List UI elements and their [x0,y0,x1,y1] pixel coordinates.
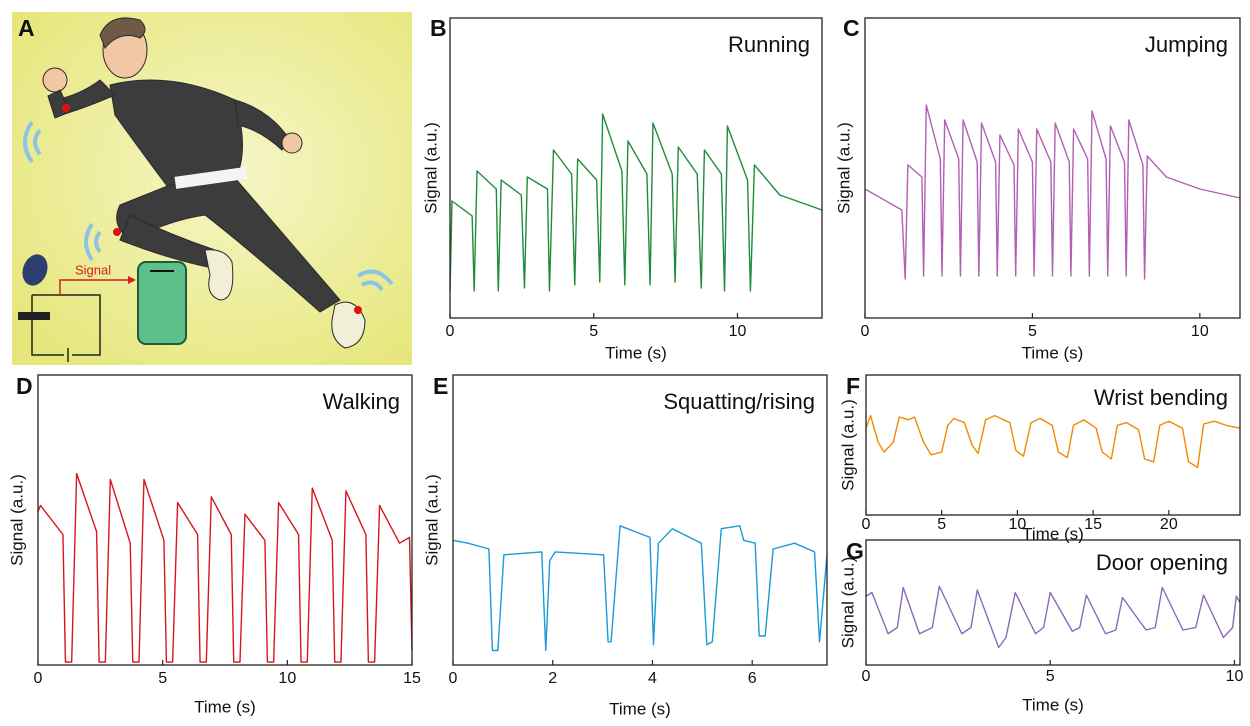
phone [137,261,187,345]
panel-letter: D [16,373,33,399]
signal-arrowhead [128,276,136,284]
x-tick-label: 5 [158,670,167,687]
chart-title: Running [728,32,810,57]
x-axis-label: Time (s) [609,699,671,718]
x-tick-label: 0 [861,323,870,340]
x-tick-label: 0 [446,323,455,340]
wireless-waves [23,120,394,292]
signal-line [864,104,1241,280]
signal-line [865,414,1241,469]
x-tick-label: 10 [1009,516,1027,533]
panel-letter: A [18,15,35,41]
y-axis-label: Signal (a.u.) [421,122,440,214]
x-tick-label: 0 [862,516,871,533]
y-axis-label: Signal (a.u.) [834,122,853,214]
bluetooth-icon [22,254,48,286]
y-axis-label: Signal (a.u.) [7,474,26,566]
sensor-dot [62,104,70,112]
panel-letter: B [430,15,447,41]
x-tick-label: 10 [278,670,296,687]
chart-title: Squatting/rising [663,389,815,414]
signal-line [37,472,413,663]
chart-title: Walking [323,389,400,414]
sensor-dot [354,306,362,314]
signal-line [865,585,1241,649]
chart-title: Jumping [1145,32,1228,57]
panel-letter: F [846,373,860,399]
x-tick-label: 5 [589,323,598,340]
x-tick-label: 10 [1226,668,1244,685]
signal-arrow [59,279,128,295]
x-tick-label: 15 [403,670,421,687]
x-axis-label: Time (s) [1022,343,1084,362]
y-axis-label: Signal (a.u.) [838,399,857,491]
signal-label: Signal [75,262,111,277]
x-axis-label: Time (s) [1022,524,1084,543]
plot-frame [864,17,1241,319]
x-tick-label: 5 [937,516,946,533]
x-tick-label: 5 [1046,668,1055,685]
plot-frame [452,374,828,666]
x-tick-label: 0 [449,670,458,687]
y-axis-label: Signal (a.u.) [838,557,857,649]
plot-frame [37,374,413,666]
y-axis-label: Signal (a.u.) [422,474,441,566]
x-axis-label: Time (s) [1022,695,1084,714]
plot-frame [865,374,1241,516]
plot-frame [449,17,823,319]
x-tick-label: 4 [648,670,657,687]
chart-title: Wrist bending [1094,385,1228,410]
signal-line [452,525,828,652]
x-axis-label: Time (s) [194,697,256,716]
signal-line [449,113,823,292]
illustration: Signal A [12,12,412,365]
x-tick-label: 10 [729,323,747,340]
panel-letter: C [843,15,860,41]
panel-letter: E [433,373,448,399]
x-tick-label: 20 [1160,516,1178,533]
plot-frame [865,539,1241,666]
runner [42,17,366,349]
x-tick-label: 5 [1028,323,1037,340]
x-tick-label: 0 [34,670,43,687]
x-tick-label: 2 [548,670,557,687]
x-tick-label: 10 [1191,323,1209,340]
sensor-element [18,312,50,320]
x-tick-label: 15 [1084,516,1102,533]
x-tick-label: 0 [862,668,871,685]
x-tick-label: 6 [748,670,757,687]
x-axis-label: Time (s) [605,343,667,362]
panel-letter: G [846,538,864,564]
chart-title: Door opening [1096,550,1228,575]
sensor-dot [113,228,121,236]
